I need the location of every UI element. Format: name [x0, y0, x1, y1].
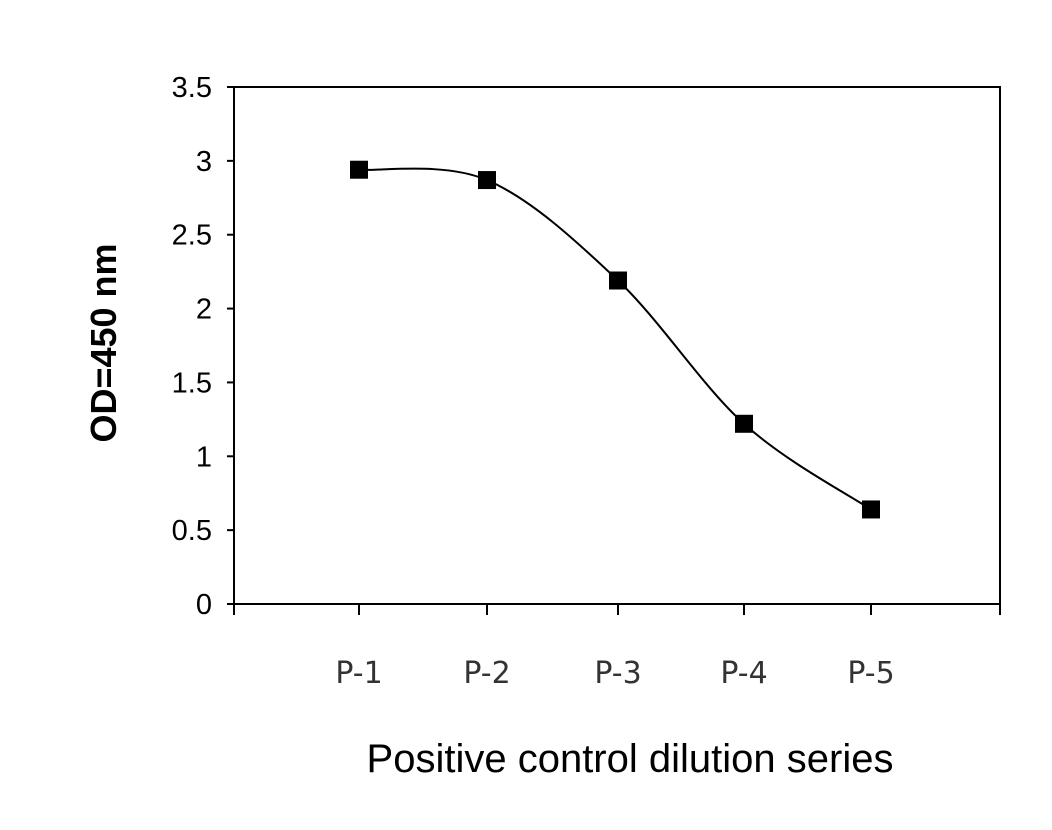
x-axis-ticks: P-1 P-2 P-3 P-4 P-5	[233, 604, 1001, 691]
x-tick-label: P-1	[335, 656, 382, 691]
series-markers	[350, 160, 880, 519]
x-tick-label: P-2	[463, 656, 510, 691]
data-point	[609, 271, 627, 290]
y-axis-label: OD=450 nm	[83, 243, 124, 442]
data-point	[862, 500, 880, 519]
plot-area	[233, 86, 1001, 605]
y-tick-label: 3	[196, 146, 212, 178]
series-line	[358, 167, 872, 511]
x-axis-label: Positive control dilution series	[367, 737, 894, 781]
y-tick-label: 2.5	[172, 220, 212, 252]
y-tick-label: 3.5	[172, 72, 212, 104]
y-tick-label: 1.5	[172, 367, 212, 399]
data-point	[735, 414, 753, 433]
y-tick-label: 0.5	[172, 515, 212, 547]
data-point	[478, 171, 496, 190]
y-tick-label: 1	[196, 441, 212, 473]
x-tick-label: P-4	[720, 656, 767, 691]
y-axis-ticks: 0 0.5 1 1.5 2 2.5 3 3.5	[172, 72, 234, 621]
x-tick-label: P-3	[594, 656, 641, 691]
data-point	[350, 160, 368, 179]
x-tick-label: P-5	[847, 656, 894, 691]
y-tick-label: 2	[196, 294, 212, 326]
y-tick-label: 0	[196, 589, 212, 621]
